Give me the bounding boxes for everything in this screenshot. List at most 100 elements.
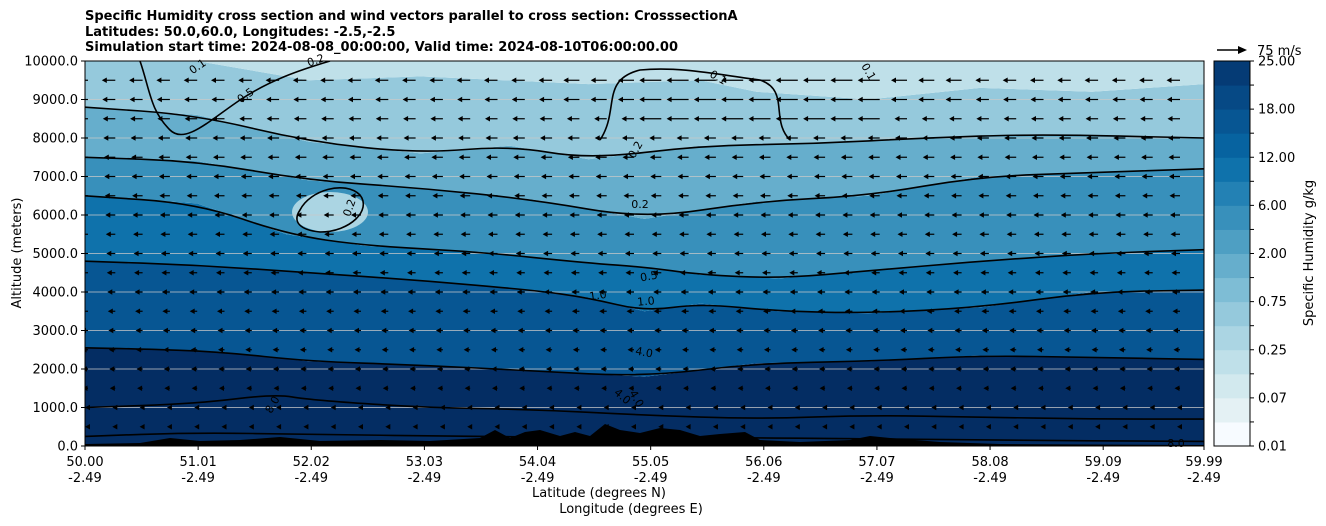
wind-arrowhead bbox=[246, 385, 252, 392]
wind-arrowhead bbox=[463, 346, 469, 353]
wind-arrowhead bbox=[268, 173, 274, 180]
wind-arrowhead bbox=[590, 77, 596, 84]
wind-arrowhead bbox=[1087, 173, 1093, 180]
wind-arrowhead bbox=[105, 231, 111, 238]
dry-pocket bbox=[292, 192, 368, 232]
wind-arrowhead bbox=[572, 327, 578, 334]
wind-arrowhead bbox=[628, 366, 633, 372]
wind-arrowhead bbox=[651, 212, 657, 218]
wind-arrowhead bbox=[1033, 192, 1038, 199]
wind-arrowhead bbox=[1122, 423, 1128, 430]
chart-title: Specific Humidity cross section and wind… bbox=[85, 9, 738, 56]
wind-arrowhead bbox=[211, 96, 217, 103]
x-tick-label-lon: -2.49 bbox=[68, 471, 102, 486]
wind-arrowhead bbox=[460, 231, 466, 238]
wind-arrowhead bbox=[190, 327, 196, 334]
wind-arrowhead bbox=[787, 212, 793, 218]
wind-arrowhead bbox=[430, 135, 436, 141]
wind-arrowhead bbox=[132, 212, 138, 218]
wind-arrowhead bbox=[1007, 250, 1013, 257]
wind-arrowhead bbox=[489, 269, 494, 276]
wind-arrowhead bbox=[712, 423, 718, 430]
wind-arrowhead bbox=[704, 154, 710, 161]
wind-arrowhead bbox=[1040, 423, 1046, 430]
wind-arrowhead bbox=[762, 289, 768, 295]
wind-arrowhead bbox=[924, 212, 930, 218]
wind-arrowhead bbox=[1057, 77, 1063, 84]
colorbar-segment bbox=[1214, 61, 1250, 86]
wind-arrowhead bbox=[101, 77, 107, 84]
wind-arrowhead bbox=[273, 385, 279, 392]
contour-label: 4.0 bbox=[634, 345, 653, 361]
wind-arrowhead bbox=[931, 404, 937, 411]
wind-arrowhead bbox=[1118, 346, 1124, 353]
wind-arrowhead bbox=[1009, 346, 1015, 353]
wind-arrowhead bbox=[158, 173, 164, 180]
wind-arrowhead bbox=[512, 115, 518, 122]
wind-arrowhead bbox=[109, 366, 115, 372]
wind-arrowhead bbox=[1064, 366, 1070, 372]
wind-arrowhead bbox=[521, 423, 527, 430]
wind-arrowhead bbox=[464, 366, 470, 372]
wind-arrowhead bbox=[1174, 385, 1180, 392]
wind-arrowhead bbox=[214, 212, 220, 218]
wind-arrowhead bbox=[461, 250, 467, 257]
wind-arrowhead bbox=[566, 115, 572, 122]
wind-arrowhead bbox=[844, 289, 850, 295]
wind-arrowhead bbox=[433, 250, 439, 257]
wind-arrowhead bbox=[216, 269, 221, 276]
wind-arrowhead bbox=[708, 308, 714, 315]
wind-arrowhead bbox=[1144, 269, 1150, 276]
wind-arrowhead bbox=[458, 154, 464, 161]
wind-arrowhead bbox=[272, 327, 278, 334]
wind-arrowhead bbox=[904, 404, 909, 411]
wind-arrowhead bbox=[156, 96, 162, 103]
wind-arrowhead bbox=[299, 346, 305, 353]
wind-arrowhead bbox=[876, 404, 882, 411]
wind-arrowhead bbox=[1037, 346, 1042, 353]
wind-arrowhead bbox=[563, 77, 569, 84]
wind-arrowhead bbox=[1089, 269, 1095, 276]
wind-arrowhead bbox=[677, 173, 683, 180]
wind-arrowhead bbox=[1113, 135, 1119, 141]
wind-arrowhead bbox=[160, 231, 166, 238]
wind-arrowhead bbox=[541, 173, 547, 180]
wind-arrowhead bbox=[775, 96, 781, 103]
wind-arrowhead bbox=[1177, 423, 1182, 430]
wind-arrowhead bbox=[407, 289, 413, 295]
wind-arrowhead bbox=[1058, 115, 1064, 122]
wind-arrowhead bbox=[693, 115, 699, 122]
wind-arrowhead bbox=[76, 116, 81, 122]
wind-arrowhead bbox=[594, 115, 600, 122]
wind-arrowhead bbox=[1173, 327, 1178, 334]
wind-arrowhead bbox=[734, 269, 740, 276]
wind-arrowhead bbox=[844, 308, 850, 315]
wind-key-label: 75 m/s bbox=[1257, 44, 1302, 59]
wind-arrowhead bbox=[899, 289, 904, 295]
wind-arrowhead bbox=[819, 366, 825, 372]
wind-arrowhead bbox=[218, 366, 224, 372]
wind-arrowhead bbox=[625, 250, 630, 257]
wind-arrowhead bbox=[382, 385, 388, 392]
wind-arrowhead bbox=[512, 135, 518, 141]
wind-arrowhead bbox=[292, 77, 298, 84]
wind-arrowhead bbox=[159, 212, 165, 218]
wind-arrowhead bbox=[464, 385, 470, 392]
wind-arrowhead bbox=[792, 385, 798, 392]
wind-arrowhead bbox=[376, 135, 382, 141]
wind-arrowhead bbox=[112, 404, 118, 411]
wind-arrowhead bbox=[876, 423, 882, 430]
wind-arrowhead bbox=[486, 154, 491, 161]
wind-arrowhead bbox=[600, 366, 606, 372]
wind-arrowhead bbox=[1057, 96, 1063, 103]
wind-key-arrowhead bbox=[1238, 46, 1247, 54]
wind-arrowhead bbox=[1067, 423, 1073, 430]
wind-arrowhead bbox=[923, 192, 929, 199]
wind-arrowhead bbox=[748, 115, 754, 122]
wind-arrowhead bbox=[603, 404, 609, 411]
wind-arrowhead bbox=[873, 366, 879, 372]
colorbar-tick-label: 25.00 bbox=[1258, 55, 1295, 70]
contour-label: 0.2 bbox=[631, 198, 649, 211]
wind-arrowhead bbox=[655, 385, 661, 392]
wind-arrowhead bbox=[106, 269, 112, 276]
